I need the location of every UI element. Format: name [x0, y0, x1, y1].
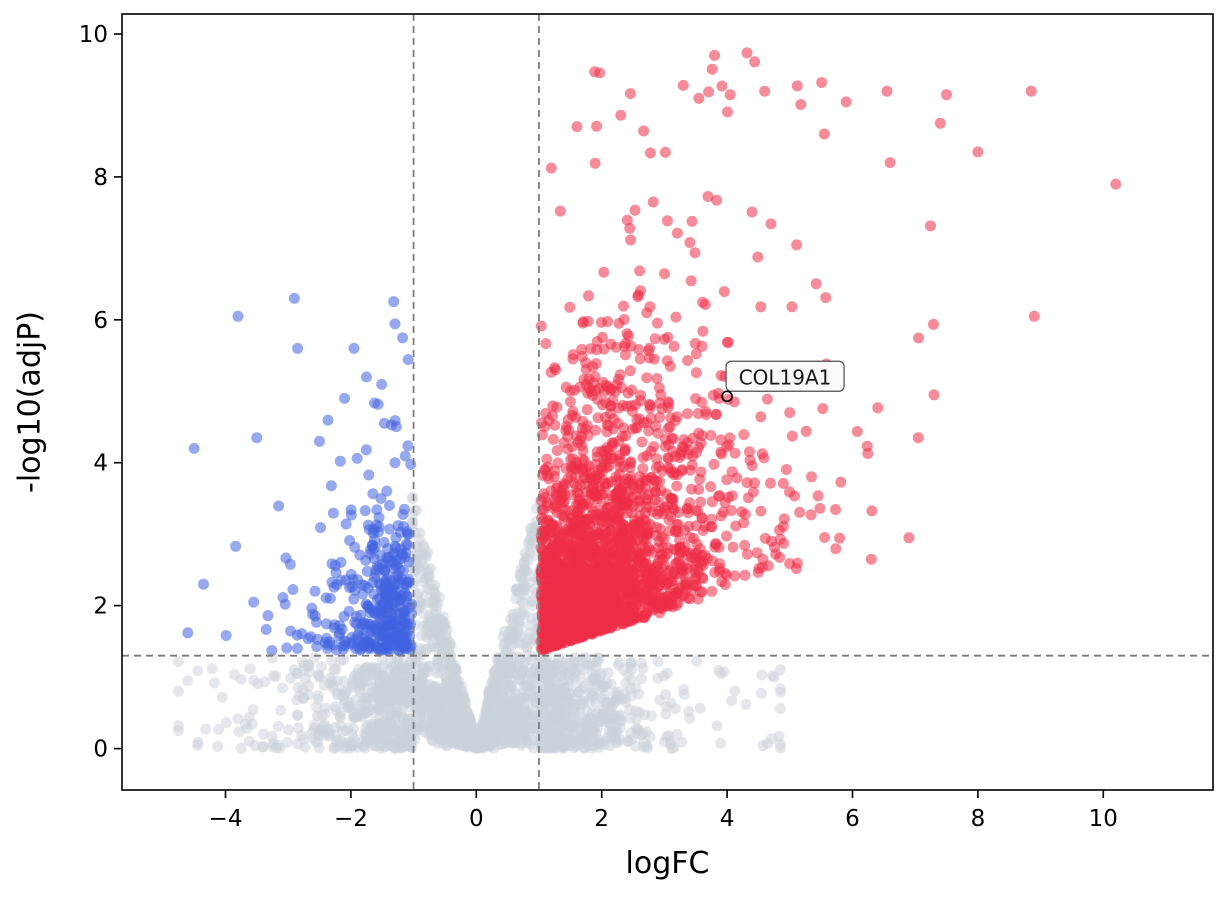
- x-tick-label: 10: [1089, 806, 1118, 832]
- y-tick-label: 8: [93, 165, 108, 191]
- axis-ticks: [114, 33, 1105, 798]
- x-axis-label: logFC: [625, 846, 710, 881]
- y-tick-label: 2: [93, 594, 108, 620]
- annotation-label: COL19A1: [739, 365, 832, 389]
- x-tick-label: −2: [334, 806, 368, 832]
- x-tick-label: 6: [845, 806, 860, 832]
- series-not-significant: [172, 491, 786, 754]
- x-tick-label: 8: [971, 806, 986, 832]
- x-tick-label: 4: [720, 806, 735, 832]
- series-down-regulated: [182, 292, 418, 657]
- y-tick-label: 10: [79, 22, 108, 48]
- series-up-regulated: [535, 47, 1122, 656]
- y-axis-label: -log10(adjP): [12, 311, 48, 493]
- y-tick-label: 4: [93, 451, 108, 477]
- threshold-lines: [122, 14, 1213, 790]
- annotation-box: [725, 360, 845, 392]
- y-tick-label: 0: [93, 737, 108, 763]
- x-tick-label: 0: [469, 806, 484, 832]
- tick-labels: −4 −2 0 2 4 6 8 10 0 2 4 6 8 10: [79, 22, 1118, 832]
- x-tick-label: −4: [209, 806, 243, 832]
- plot-border: [121, 13, 1214, 791]
- annotation-marker: [721, 390, 733, 403]
- annotation-col19a1: COL19A1: [721, 360, 845, 403]
- y-tick-label: 6: [93, 308, 108, 334]
- x-tick-label: 2: [594, 806, 609, 832]
